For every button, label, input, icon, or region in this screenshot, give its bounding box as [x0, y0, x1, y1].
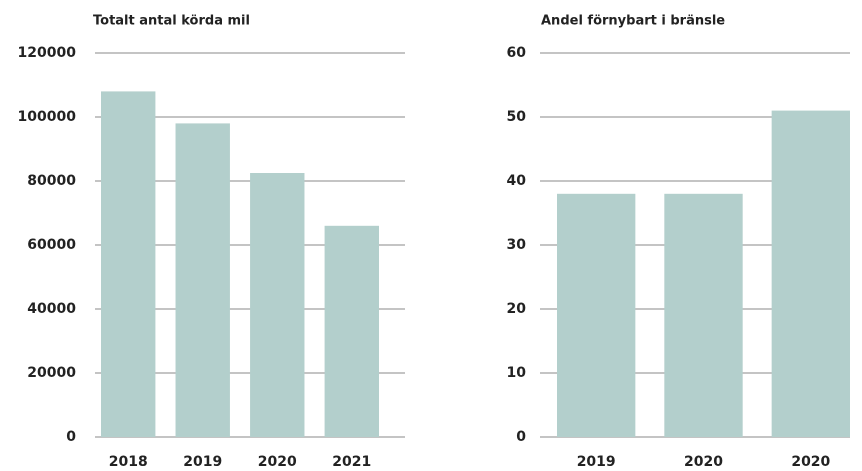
y-tick-label: 0 — [516, 429, 526, 445]
y-tick-label: 30 — [507, 237, 527, 253]
bar — [175, 123, 230, 438]
bar — [664, 193, 743, 437]
bar — [771, 110, 850, 437]
y-tick-label: 60000 — [27, 237, 76, 253]
bar — [557, 193, 636, 437]
y-tick-label: 100000 — [18, 109, 77, 125]
bar — [101, 91, 156, 438]
y-tick-label: 0 — [66, 429, 76, 445]
y-tick-label: 60 — [507, 45, 527, 61]
x-tick-label: 2018 — [109, 454, 148, 470]
bar — [324, 225, 379, 437]
chart-title: Totalt antal körda mil — [93, 14, 250, 29]
y-tick-label: 20 — [507, 301, 527, 317]
y-tick-label: 40 — [507, 173, 527, 189]
x-tick-label: 2021 — [332, 454, 371, 470]
x-tick-label: 2020 — [791, 454, 830, 470]
y-tick-label: 80000 — [27, 173, 76, 189]
y-tick-label: 10 — [507, 365, 527, 381]
y-tick-label: 120000 — [18, 45, 77, 61]
x-tick-label: 2020 — [684, 454, 723, 470]
chart-title: Andel förnybart i bränsle — [541, 14, 725, 29]
y-tick-label: 20000 — [27, 365, 76, 381]
y-tick-label: 40000 — [27, 301, 76, 317]
y-tick-label: 50 — [507, 109, 527, 125]
x-tick-label: 2019 — [183, 454, 222, 470]
bar — [250, 173, 305, 437]
x-tick-label: 2020 — [258, 454, 297, 470]
x-tick-label: 2019 — [577, 454, 616, 470]
